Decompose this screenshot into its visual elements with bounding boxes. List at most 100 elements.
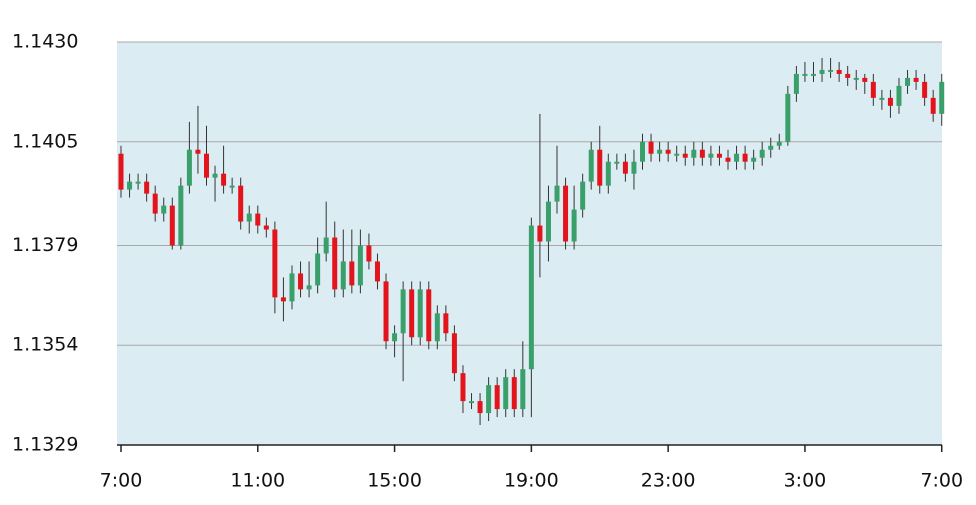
candle-body — [203, 153, 209, 178]
candle-body — [486, 385, 492, 414]
candle-body — [298, 273, 304, 290]
candle-body — [905, 77, 911, 86]
candle-body — [152, 193, 158, 214]
candle-body — [605, 161, 611, 186]
candle-body — [699, 149, 705, 158]
candle-body — [913, 77, 919, 82]
candle-body — [922, 81, 928, 98]
candle-body — [537, 225, 543, 242]
candle-body — [161, 205, 167, 214]
candle-body — [323, 237, 329, 254]
candle-body — [469, 401, 475, 404]
candle-body — [828, 69, 834, 72]
y-tick-label: 1.1430 — [12, 31, 78, 53]
candle-body — [494, 385, 500, 410]
candle-body — [563, 185, 569, 242]
candle-body — [836, 69, 842, 74]
candle-body — [725, 157, 731, 162]
candle-body — [315, 253, 321, 286]
x-tick-label: 15:00 — [367, 470, 422, 492]
candle-body — [862, 77, 868, 82]
candle-body — [545, 201, 551, 242]
candle-body — [221, 173, 227, 186]
candle-body — [674, 153, 680, 156]
candle-body — [212, 173, 218, 178]
candle-body — [280, 297, 286, 302]
candle-body — [229, 185, 235, 188]
x-tick-label: 23:00 — [641, 470, 696, 492]
candle-body — [802, 73, 808, 76]
candle-body — [853, 77, 859, 80]
x-tick-label: 19:00 — [504, 470, 559, 492]
candle-body — [178, 185, 184, 246]
candle-body — [127, 181, 133, 190]
candle-body — [357, 245, 363, 286]
candle-body — [272, 229, 278, 298]
candle-body — [657, 149, 663, 154]
candle-body — [503, 377, 509, 410]
candle-body — [716, 153, 722, 158]
candle-body — [896, 85, 902, 106]
candle-body — [734, 153, 740, 162]
candle-body — [614, 161, 620, 164]
y-tick-label: 1.1329 — [12, 434, 78, 456]
candle-body — [144, 181, 150, 194]
candle-body — [708, 153, 714, 158]
candle-body — [785, 93, 791, 142]
candle-body — [451, 333, 457, 374]
candle-body — [631, 161, 637, 174]
candle-body — [366, 245, 372, 262]
candle-body — [691, 149, 697, 158]
y-tick-label: 1.1405 — [12, 130, 78, 152]
candle-body — [571, 209, 577, 242]
candle-body — [477, 401, 483, 414]
candle-body — [580, 181, 586, 210]
candle-body — [759, 149, 765, 158]
candle-body — [682, 153, 688, 158]
candle-body — [135, 181, 141, 184]
candle-body — [417, 289, 423, 338]
candle-body — [665, 149, 671, 154]
candle-body — [939, 81, 945, 114]
candle-body — [793, 73, 799, 94]
candle-body — [392, 333, 398, 342]
candle-body — [930, 97, 936, 114]
y-tick-label: 1.1354 — [12, 334, 78, 356]
candle-body — [520, 369, 526, 410]
candle-body — [340, 261, 346, 290]
candle-body — [169, 205, 175, 246]
candle-body — [306, 285, 312, 290]
candle-body — [383, 281, 389, 342]
candle-body — [622, 161, 628, 174]
candle-body — [742, 153, 748, 162]
candle-body — [263, 225, 269, 230]
candle-body — [460, 373, 466, 402]
x-tick-label: 3:00 — [784, 470, 827, 492]
candle-body — [238, 185, 244, 222]
y-tick-label: 1.1379 — [12, 234, 78, 256]
candle-body — [588, 149, 594, 182]
candle-body — [597, 149, 603, 186]
candle-body — [845, 73, 851, 78]
candle-body — [810, 73, 816, 76]
candle-body — [648, 141, 654, 154]
candle-body — [434, 313, 440, 342]
candle-body — [186, 149, 192, 186]
candle-body — [349, 261, 355, 286]
candle-body — [528, 225, 534, 370]
x-tick-label: 7:00 — [920, 470, 963, 492]
candle-body — [195, 149, 201, 154]
candle-body — [887, 97, 893, 106]
candle-body — [118, 153, 124, 190]
candle-body — [870, 81, 876, 98]
x-tick-label: 7:00 — [100, 470, 143, 492]
candle-body — [443, 313, 449, 334]
candle-body — [409, 289, 415, 338]
candle-body — [554, 185, 560, 202]
candle-body — [426, 289, 432, 342]
candle-body — [374, 261, 380, 282]
candle-body — [400, 289, 406, 334]
candle-body — [819, 69, 825, 74]
candle-body — [332, 237, 338, 290]
